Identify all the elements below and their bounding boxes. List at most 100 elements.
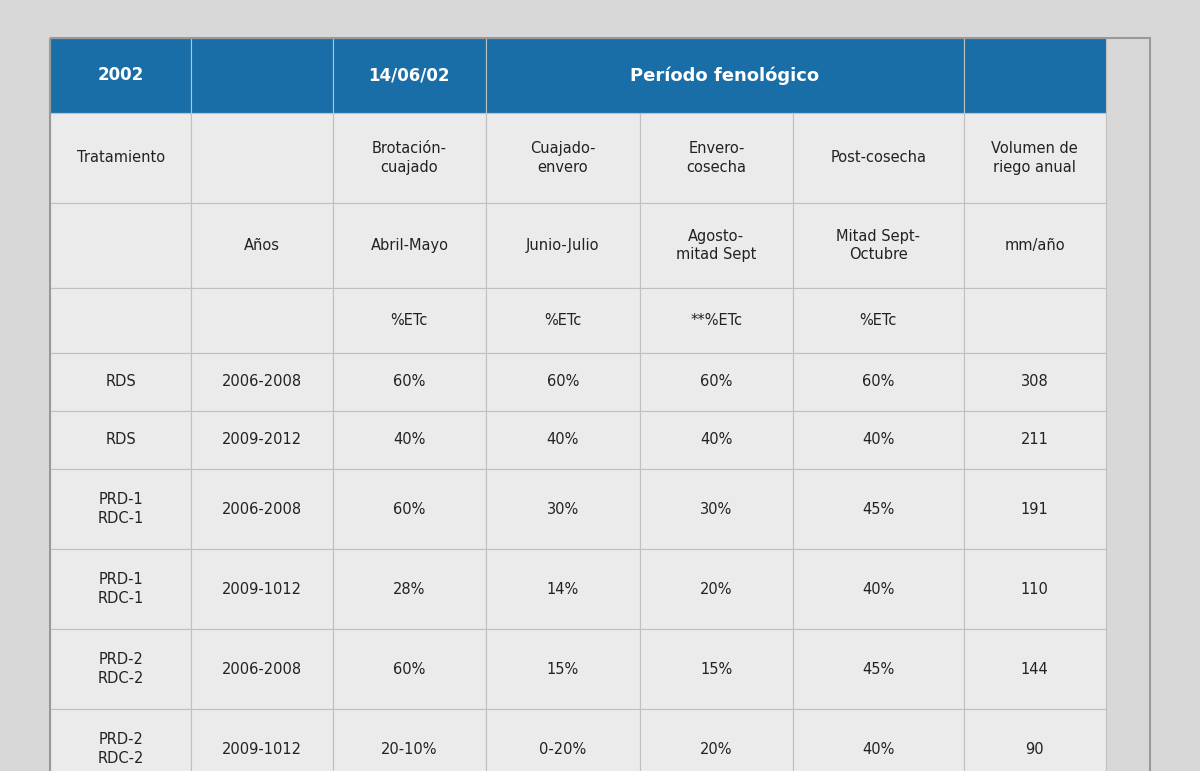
Bar — [486, 353, 640, 411]
Text: 45%: 45% — [862, 662, 894, 676]
Text: 2009-1012: 2009-1012 — [222, 581, 302, 597]
Bar — [793, 629, 964, 709]
Text: 144: 144 — [1021, 662, 1049, 676]
Bar — [332, 203, 486, 288]
Bar — [332, 709, 486, 771]
Text: PRD-2
RDC-2: PRD-2 RDC-2 — [97, 652, 144, 685]
Text: 20-10%: 20-10% — [382, 742, 438, 756]
Bar — [486, 411, 640, 469]
Text: PRD-2
RDC-2: PRD-2 RDC-2 — [97, 732, 144, 766]
Bar — [964, 203, 1106, 288]
Bar — [50, 113, 191, 203]
Bar — [486, 288, 640, 353]
Text: RDS: RDS — [106, 433, 136, 447]
Text: %ETc: %ETc — [391, 313, 428, 328]
Bar — [964, 288, 1106, 353]
Bar — [332, 549, 486, 629]
Text: 60%: 60% — [547, 375, 580, 389]
Text: 15%: 15% — [701, 662, 732, 676]
Bar — [640, 549, 793, 629]
Bar — [640, 288, 793, 353]
Text: Años: Años — [244, 238, 280, 253]
Bar — [964, 411, 1106, 469]
Bar — [50, 38, 191, 113]
Text: 40%: 40% — [547, 433, 580, 447]
Bar — [486, 469, 640, 549]
Text: PRD-1
RDC-1: PRD-1 RDC-1 — [97, 572, 144, 606]
Bar — [50, 353, 191, 411]
Text: 40%: 40% — [394, 433, 426, 447]
Bar — [793, 288, 964, 353]
Bar — [640, 709, 793, 771]
Bar — [191, 549, 332, 629]
Text: Tratamiento: Tratamiento — [77, 150, 164, 166]
Bar — [50, 549, 191, 629]
Bar — [191, 629, 332, 709]
Bar — [793, 353, 964, 411]
Bar — [964, 549, 1106, 629]
Text: 40%: 40% — [862, 581, 894, 597]
Bar — [640, 353, 793, 411]
Text: 60%: 60% — [394, 662, 426, 676]
Bar — [486, 203, 640, 288]
Text: 20%: 20% — [700, 742, 732, 756]
Text: 30%: 30% — [547, 501, 580, 517]
Text: Envero-
cosecha: Envero- cosecha — [686, 141, 746, 175]
Text: 2006-2008: 2006-2008 — [222, 662, 302, 676]
Bar — [640, 469, 793, 549]
Text: Mitad Sept-
Octubre: Mitad Sept- Octubre — [836, 229, 920, 262]
Bar — [793, 113, 964, 203]
Bar — [332, 288, 486, 353]
Text: 60%: 60% — [394, 501, 426, 517]
Bar — [50, 629, 191, 709]
Bar — [793, 411, 964, 469]
Bar — [50, 288, 191, 353]
Text: 191: 191 — [1021, 501, 1049, 517]
Bar — [191, 38, 332, 113]
Text: %ETc: %ETc — [544, 313, 582, 328]
Text: 14%: 14% — [547, 581, 580, 597]
Bar — [332, 629, 486, 709]
Bar — [964, 629, 1106, 709]
Text: Período fenológico: Período fenológico — [630, 66, 820, 85]
Text: Volumen de
riego anual: Volumen de riego anual — [991, 141, 1078, 175]
Bar — [964, 353, 1106, 411]
Text: 40%: 40% — [862, 742, 894, 756]
Bar — [332, 411, 486, 469]
Bar — [964, 113, 1106, 203]
Text: Agosto-
mitad Sept: Agosto- mitad Sept — [676, 229, 756, 262]
Text: 2006-2008: 2006-2008 — [222, 501, 302, 517]
Bar — [486, 629, 640, 709]
Bar — [50, 203, 191, 288]
Text: 45%: 45% — [862, 501, 894, 517]
Text: 60%: 60% — [394, 375, 426, 389]
Bar — [640, 411, 793, 469]
Bar — [191, 113, 332, 203]
Bar — [793, 469, 964, 549]
Text: Cuajado-
envero: Cuajado- envero — [530, 141, 595, 175]
Text: **%ETc: **%ETc — [690, 313, 743, 328]
Text: 110: 110 — [1021, 581, 1049, 597]
Text: 90: 90 — [1026, 742, 1044, 756]
Bar — [191, 288, 332, 353]
Text: 28%: 28% — [394, 581, 426, 597]
Text: Post-cosecha: Post-cosecha — [830, 150, 926, 166]
Text: 30%: 30% — [701, 501, 732, 517]
Bar — [332, 38, 486, 113]
Bar — [964, 38, 1106, 113]
Bar — [486, 549, 640, 629]
Text: 60%: 60% — [862, 375, 894, 389]
Text: Abril-Mayo: Abril-Mayo — [371, 238, 449, 253]
Text: 0-20%: 0-20% — [539, 742, 587, 756]
Bar — [793, 709, 964, 771]
Text: 2002: 2002 — [97, 66, 144, 85]
Text: 308: 308 — [1021, 375, 1049, 389]
Bar — [50, 469, 191, 549]
Text: 60%: 60% — [700, 375, 732, 389]
Bar — [640, 113, 793, 203]
Bar — [191, 411, 332, 469]
Bar — [486, 38, 964, 113]
Bar — [191, 203, 332, 288]
Text: PRD-1
RDC-1: PRD-1 RDC-1 — [97, 492, 144, 526]
Bar — [191, 709, 332, 771]
